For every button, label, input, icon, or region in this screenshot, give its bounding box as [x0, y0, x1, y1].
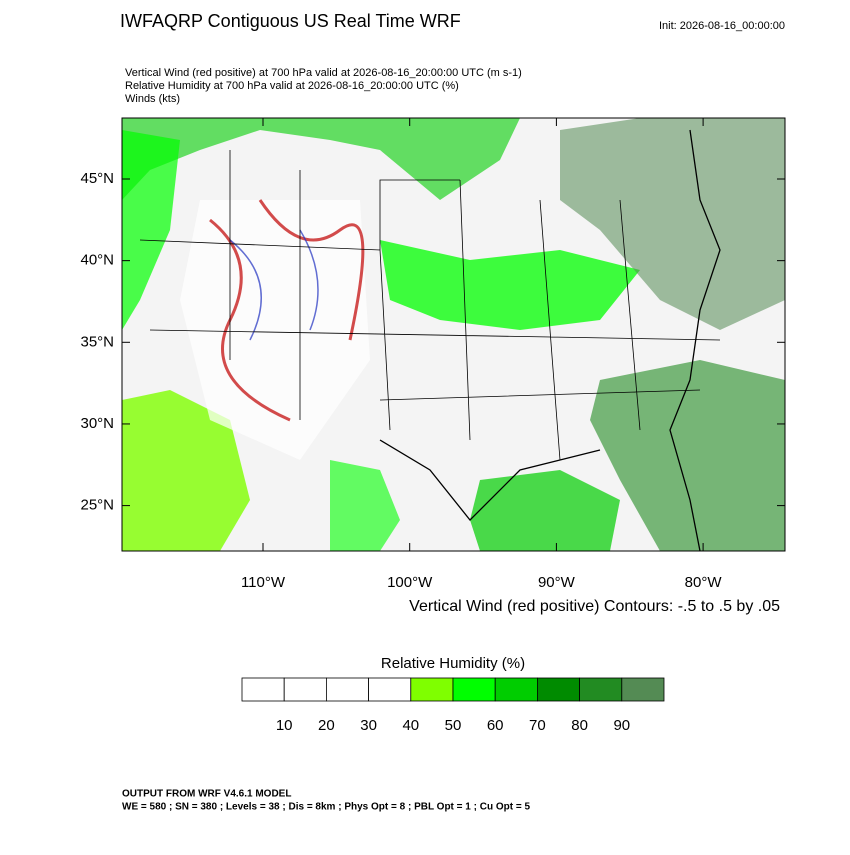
colorbar-label: 40: [402, 717, 419, 734]
subtitle: Relative Humidity at 700 hPa valid at 20…: [125, 80, 459, 92]
lat-label: 25°N: [80, 497, 114, 514]
colorbar-box: [410, 677, 454, 702]
lon-label: 100°W: [387, 574, 433, 591]
colorbar-box: [283, 677, 327, 702]
colorbar-label: 80: [571, 717, 588, 734]
colorbar-box: [368, 677, 412, 702]
colorbar-box: [241, 677, 285, 702]
subtitle: Vertical Wind (red positive) at 700 hPa …: [125, 67, 522, 79]
colorbar-label: 90: [613, 717, 630, 734]
footer-line: WE = 580 ; SN = 380 ; Levels = 38 ; Dis …: [122, 802, 530, 813]
colorbar-box: [452, 677, 496, 702]
colorbar-box: [579, 677, 623, 702]
title: IWFAQRP Contiguous US Real Time WRF: [120, 11, 461, 31]
subtitle: Winds (kts): [125, 93, 180, 105]
lat-label: 40°N: [80, 252, 114, 269]
colorbar-title: Relative Humidity (%): [381, 655, 525, 672]
colorbar-label: 10: [276, 717, 293, 734]
colorbar-label: 30: [360, 717, 377, 734]
lon-label: 80°W: [685, 574, 723, 591]
colorbar-label: 60: [487, 717, 504, 734]
colorbar: 10 20 30 40 50 60 70 80 90: [241, 677, 665, 734]
colorbar-label: 70: [529, 717, 546, 734]
colorbar-box: [494, 677, 538, 702]
footer-line: OUTPUT FROM WRF V4.6.1 MODEL: [122, 789, 291, 800]
colorbar-box: [325, 677, 369, 702]
lat-label: 45°N: [80, 170, 114, 187]
colorbar-label: 20: [318, 717, 335, 734]
lat-label: 35°N: [80, 333, 114, 350]
lon-label: 90°W: [538, 574, 576, 591]
lon-label: 110°W: [241, 574, 286, 591]
lat-label: 30°N: [80, 415, 114, 432]
colorbar-box: [621, 677, 665, 702]
init-time: Init: 2026-08-16_00:00:00: [659, 20, 785, 32]
contour-note: Vertical Wind (red positive) Contours: -…: [409, 598, 780, 615]
map-field: [122, 118, 785, 551]
colorbar-box: [537, 677, 581, 702]
colorbar-label: 50: [445, 717, 462, 734]
map-frame: [121, 117, 786, 552]
